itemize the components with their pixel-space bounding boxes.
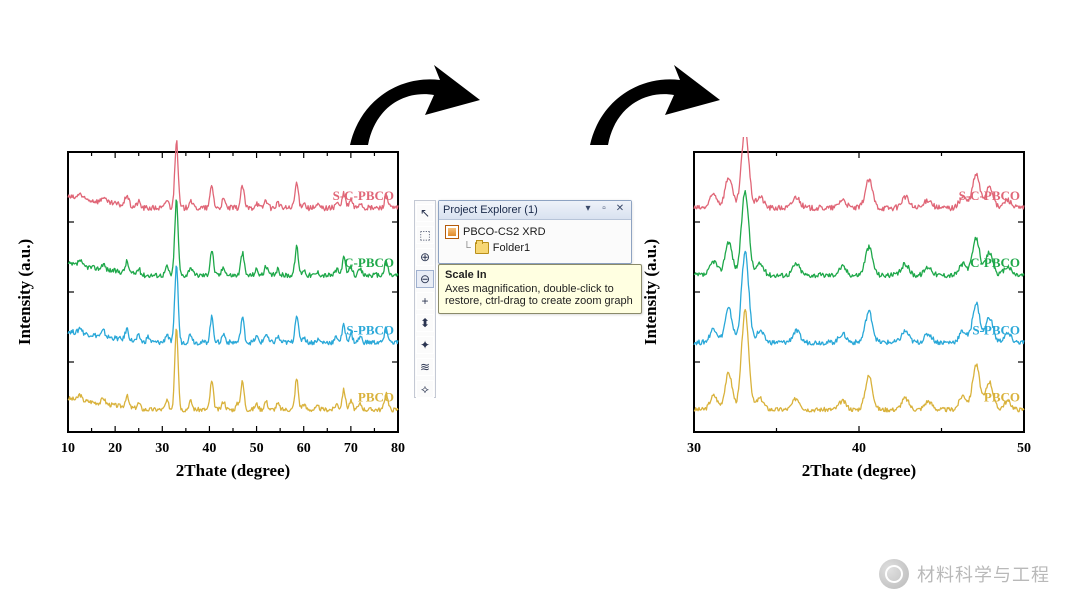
svg-text:50: 50 xyxy=(250,441,264,456)
project-explorer-panel: Project Explorer (1) ▾▫✕ PBCO-CS2 XRD └ … xyxy=(438,200,632,264)
toolbar-button[interactable]: ↖ xyxy=(416,204,434,222)
project-tree: PBCO-CS2 XRD └ Folder1 xyxy=(439,220,631,262)
svg-text:S-C-PBCO: S-C-PBCO xyxy=(333,188,394,203)
panel-titlebar[interactable]: Project Explorer (1) ▾▫✕ xyxy=(439,201,631,220)
toolbar-button[interactable]: ⊕ xyxy=(416,248,434,266)
toolbar-button[interactable]: ✦ xyxy=(416,336,434,354)
svg-text:Intensity (a.u.): Intensity (a.u.) xyxy=(641,239,660,345)
svg-text:20: 20 xyxy=(108,441,122,456)
svg-text:2Thate (degree): 2Thate (degree) xyxy=(802,461,916,480)
svg-text:C-PBCO: C-PBCO xyxy=(344,255,394,270)
window-button[interactable]: ▫ xyxy=(597,204,611,216)
toolbar-button[interactable]: + xyxy=(416,292,434,310)
page: 10 20 30 40 50 60 70 80 2Thate (degree) Intensity… xyxy=(0,0,1080,607)
tooltip-body: Axes magnification, double-click to rest… xyxy=(445,283,635,307)
tree-root[interactable]: PBCO-CS2 XRD xyxy=(445,224,625,240)
svg-text:60: 60 xyxy=(297,441,311,456)
toolbar-button[interactable]: ⟡ xyxy=(416,380,434,398)
svg-text:50: 50 xyxy=(1017,441,1031,456)
watermark-text: 材料科学与工程 xyxy=(917,561,1050,587)
toolbar-button[interactable]: ⬍ xyxy=(416,314,434,332)
svg-text:S-PBCO: S-PBCO xyxy=(972,322,1020,337)
svg-text:S-C-PBCO: S-C-PBCO xyxy=(959,188,1020,203)
project-icon xyxy=(445,225,459,239)
svg-text:30: 30 xyxy=(687,441,701,456)
panel-title: Project Explorer (1) xyxy=(443,204,538,216)
window-button[interactable]: ▾ xyxy=(581,204,595,216)
folder-icon xyxy=(475,242,489,254)
svg-text:S-PBCO: S-PBCO xyxy=(346,322,394,337)
svg-text:C-PBCO: C-PBCO xyxy=(970,255,1020,270)
watermark: 材料科学与工程 xyxy=(879,559,1050,589)
svg-text:40: 40 xyxy=(202,441,216,456)
tooltip-title: Scale In xyxy=(445,269,635,281)
svg-text:80: 80 xyxy=(391,441,405,456)
watermark-icon xyxy=(879,559,909,589)
svg-text:PBCO: PBCO xyxy=(984,390,1020,405)
scale-in-tooltip: Scale In Axes magnification, double-clic… xyxy=(438,264,642,314)
window-button[interactable]: ✕ xyxy=(613,204,627,216)
svg-text:PBCO: PBCO xyxy=(358,390,394,405)
svg-text:30: 30 xyxy=(155,441,169,456)
xrd-chart-zoom: 30 40 50 2Thate (degree) Intensity (a.u.) PBC… xyxy=(636,137,1032,486)
tree-connector: └ xyxy=(463,242,471,254)
toolbar-button[interactable]: ⬚ xyxy=(416,226,434,244)
origin-toolbar: ↖ ⬚ ⊕ ⊖ + ⬍ ✦ ≋ ⟡ xyxy=(414,200,436,398)
svg-text:40: 40 xyxy=(852,441,866,456)
tree-child[interactable]: └ Folder1 xyxy=(445,240,625,256)
svg-text:10: 10 xyxy=(61,441,75,456)
xrd-chart-full: 10 20 30 40 50 60 70 80 2Thate (degree) Intensity… xyxy=(10,137,406,486)
svg-text:2Thate (degree): 2Thate (degree) xyxy=(176,461,290,480)
window-buttons: ▾▫✕ xyxy=(581,204,627,216)
tree-root-label: PBCO-CS2 XRD xyxy=(463,226,546,238)
svg-text:Intensity (a.u.): Intensity (a.u.) xyxy=(15,239,34,345)
tree-child-label: Folder1 xyxy=(493,242,530,254)
toolbar-button[interactable]: ⊖ xyxy=(416,270,434,288)
svg-text:70: 70 xyxy=(344,441,358,456)
toolbar-button[interactable]: ≋ xyxy=(416,358,434,376)
